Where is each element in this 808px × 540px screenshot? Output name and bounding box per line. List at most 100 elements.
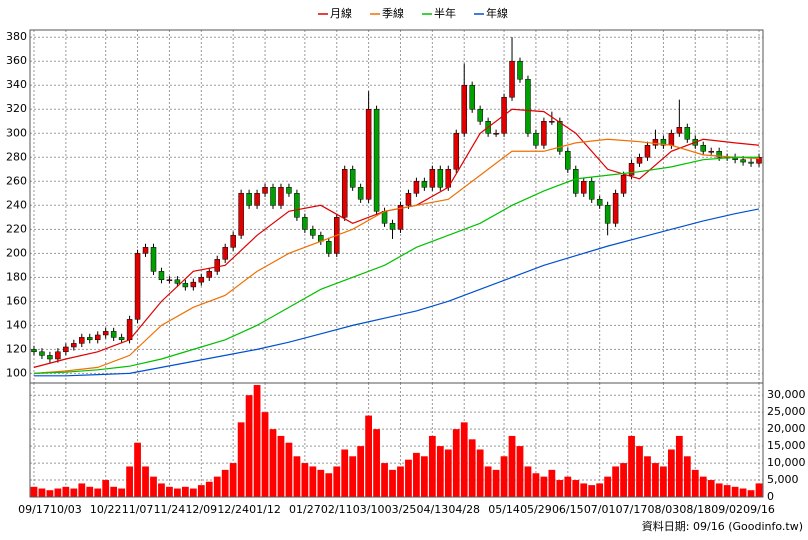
candle-body xyxy=(748,161,754,164)
y-tick-label: 320 xyxy=(6,102,27,115)
volume-bar xyxy=(508,435,516,497)
candle-body xyxy=(31,349,37,353)
candle-body xyxy=(310,229,316,236)
candle-body xyxy=(39,351,45,356)
candle-body xyxy=(134,253,141,320)
candle-body xyxy=(525,78,531,134)
x-tick-label: 10/03 xyxy=(50,503,82,516)
y-tick-label: 340 xyxy=(6,78,27,91)
volume-bar xyxy=(644,456,651,497)
volume-bar xyxy=(205,481,213,497)
volume-bar xyxy=(341,449,349,497)
candle-body xyxy=(110,331,117,338)
volume-bar xyxy=(588,485,596,497)
x-tick-label: 06/15 xyxy=(552,503,584,516)
volume-bar xyxy=(604,476,612,497)
volume-bar xyxy=(532,473,540,497)
volume-bar xyxy=(548,469,556,497)
x-tick-label: 08/18 xyxy=(679,503,711,516)
volume-bar xyxy=(739,488,747,497)
volume-bar xyxy=(460,422,468,497)
x-tick-label: 09/17 xyxy=(18,503,50,516)
x-tick-label: 01/27 xyxy=(289,503,321,516)
volume-bar xyxy=(325,473,333,497)
candle-body xyxy=(230,235,236,248)
volume-bar xyxy=(516,446,524,497)
candle-body xyxy=(341,169,348,218)
candle-body xyxy=(565,151,571,170)
y-tick-label: 15,000 xyxy=(767,439,806,452)
candle-body xyxy=(469,84,475,110)
volume-bar xyxy=(524,466,532,497)
volume-bar xyxy=(572,480,580,497)
candle-body xyxy=(182,283,189,288)
candle-body xyxy=(238,193,244,236)
volume-bar xyxy=(38,488,46,497)
volume-bar xyxy=(413,452,420,497)
volume-bar xyxy=(476,449,484,497)
candle-body xyxy=(708,151,714,153)
x-tick-label: 09/16 xyxy=(743,503,775,516)
volume-bar xyxy=(46,490,54,497)
volume-bar xyxy=(675,435,683,497)
candle-body xyxy=(533,133,539,146)
candle-body xyxy=(206,271,213,278)
volume-bar xyxy=(580,483,588,497)
candle-body xyxy=(700,145,706,152)
volume-bar xyxy=(134,442,141,497)
candle-body xyxy=(142,247,149,254)
x-tick-label: 07/01 xyxy=(584,503,616,516)
volume-bar xyxy=(237,422,245,497)
footer: 資料日期: 09/16 (Goodinfo.tw) xyxy=(642,519,803,533)
candle-body xyxy=(190,281,197,288)
candle-body xyxy=(509,60,515,98)
volume-bar xyxy=(373,429,380,497)
volume-bar xyxy=(691,469,699,497)
volume-bar xyxy=(652,463,659,497)
candle-body xyxy=(357,187,364,200)
volume-bar xyxy=(269,429,277,497)
candle-body xyxy=(198,277,205,283)
volume-bar xyxy=(197,485,205,497)
y-tick-label: 0 xyxy=(767,490,774,503)
volume-bar xyxy=(126,466,133,497)
candle-body xyxy=(493,133,499,135)
candle-body xyxy=(549,121,555,123)
candle-body xyxy=(541,121,547,146)
x-tick-label: 07/17 xyxy=(616,503,648,516)
moving-average-line xyxy=(33,156,760,374)
x-tick-label: 03/25 xyxy=(385,503,417,516)
volume-bar xyxy=(174,488,181,497)
candle-body xyxy=(158,271,165,280)
volume-bar xyxy=(70,488,78,497)
candle-body xyxy=(652,139,659,146)
candle-body xyxy=(214,259,220,272)
volume-bar xyxy=(54,488,62,497)
moving-average-line xyxy=(33,208,760,377)
volume-bar xyxy=(285,442,293,497)
candle-body xyxy=(79,337,85,344)
volume-bar xyxy=(277,435,285,497)
volume-bar xyxy=(158,483,165,497)
volume-bar xyxy=(468,439,476,497)
candle-body xyxy=(126,319,133,341)
volume-bar xyxy=(500,456,508,497)
volume-bar xyxy=(540,476,548,497)
candle-body xyxy=(604,205,611,224)
candle-body xyxy=(174,279,181,284)
y-tick-label: 120 xyxy=(6,342,27,355)
candle-body xyxy=(381,211,388,224)
candle-body xyxy=(477,108,483,122)
candle-body xyxy=(349,169,356,188)
volume-bar xyxy=(699,476,707,497)
volume-bar xyxy=(628,435,635,497)
volume-bar xyxy=(420,456,428,497)
x-tick-label: 03/10 xyxy=(353,503,385,516)
y-tick-label: 100 xyxy=(6,366,27,379)
candle-body xyxy=(676,127,683,134)
volume-bar xyxy=(253,385,261,497)
candle-body xyxy=(254,193,260,206)
candle-body xyxy=(397,205,404,230)
volume-bar xyxy=(181,486,189,497)
candle-body xyxy=(413,181,420,194)
